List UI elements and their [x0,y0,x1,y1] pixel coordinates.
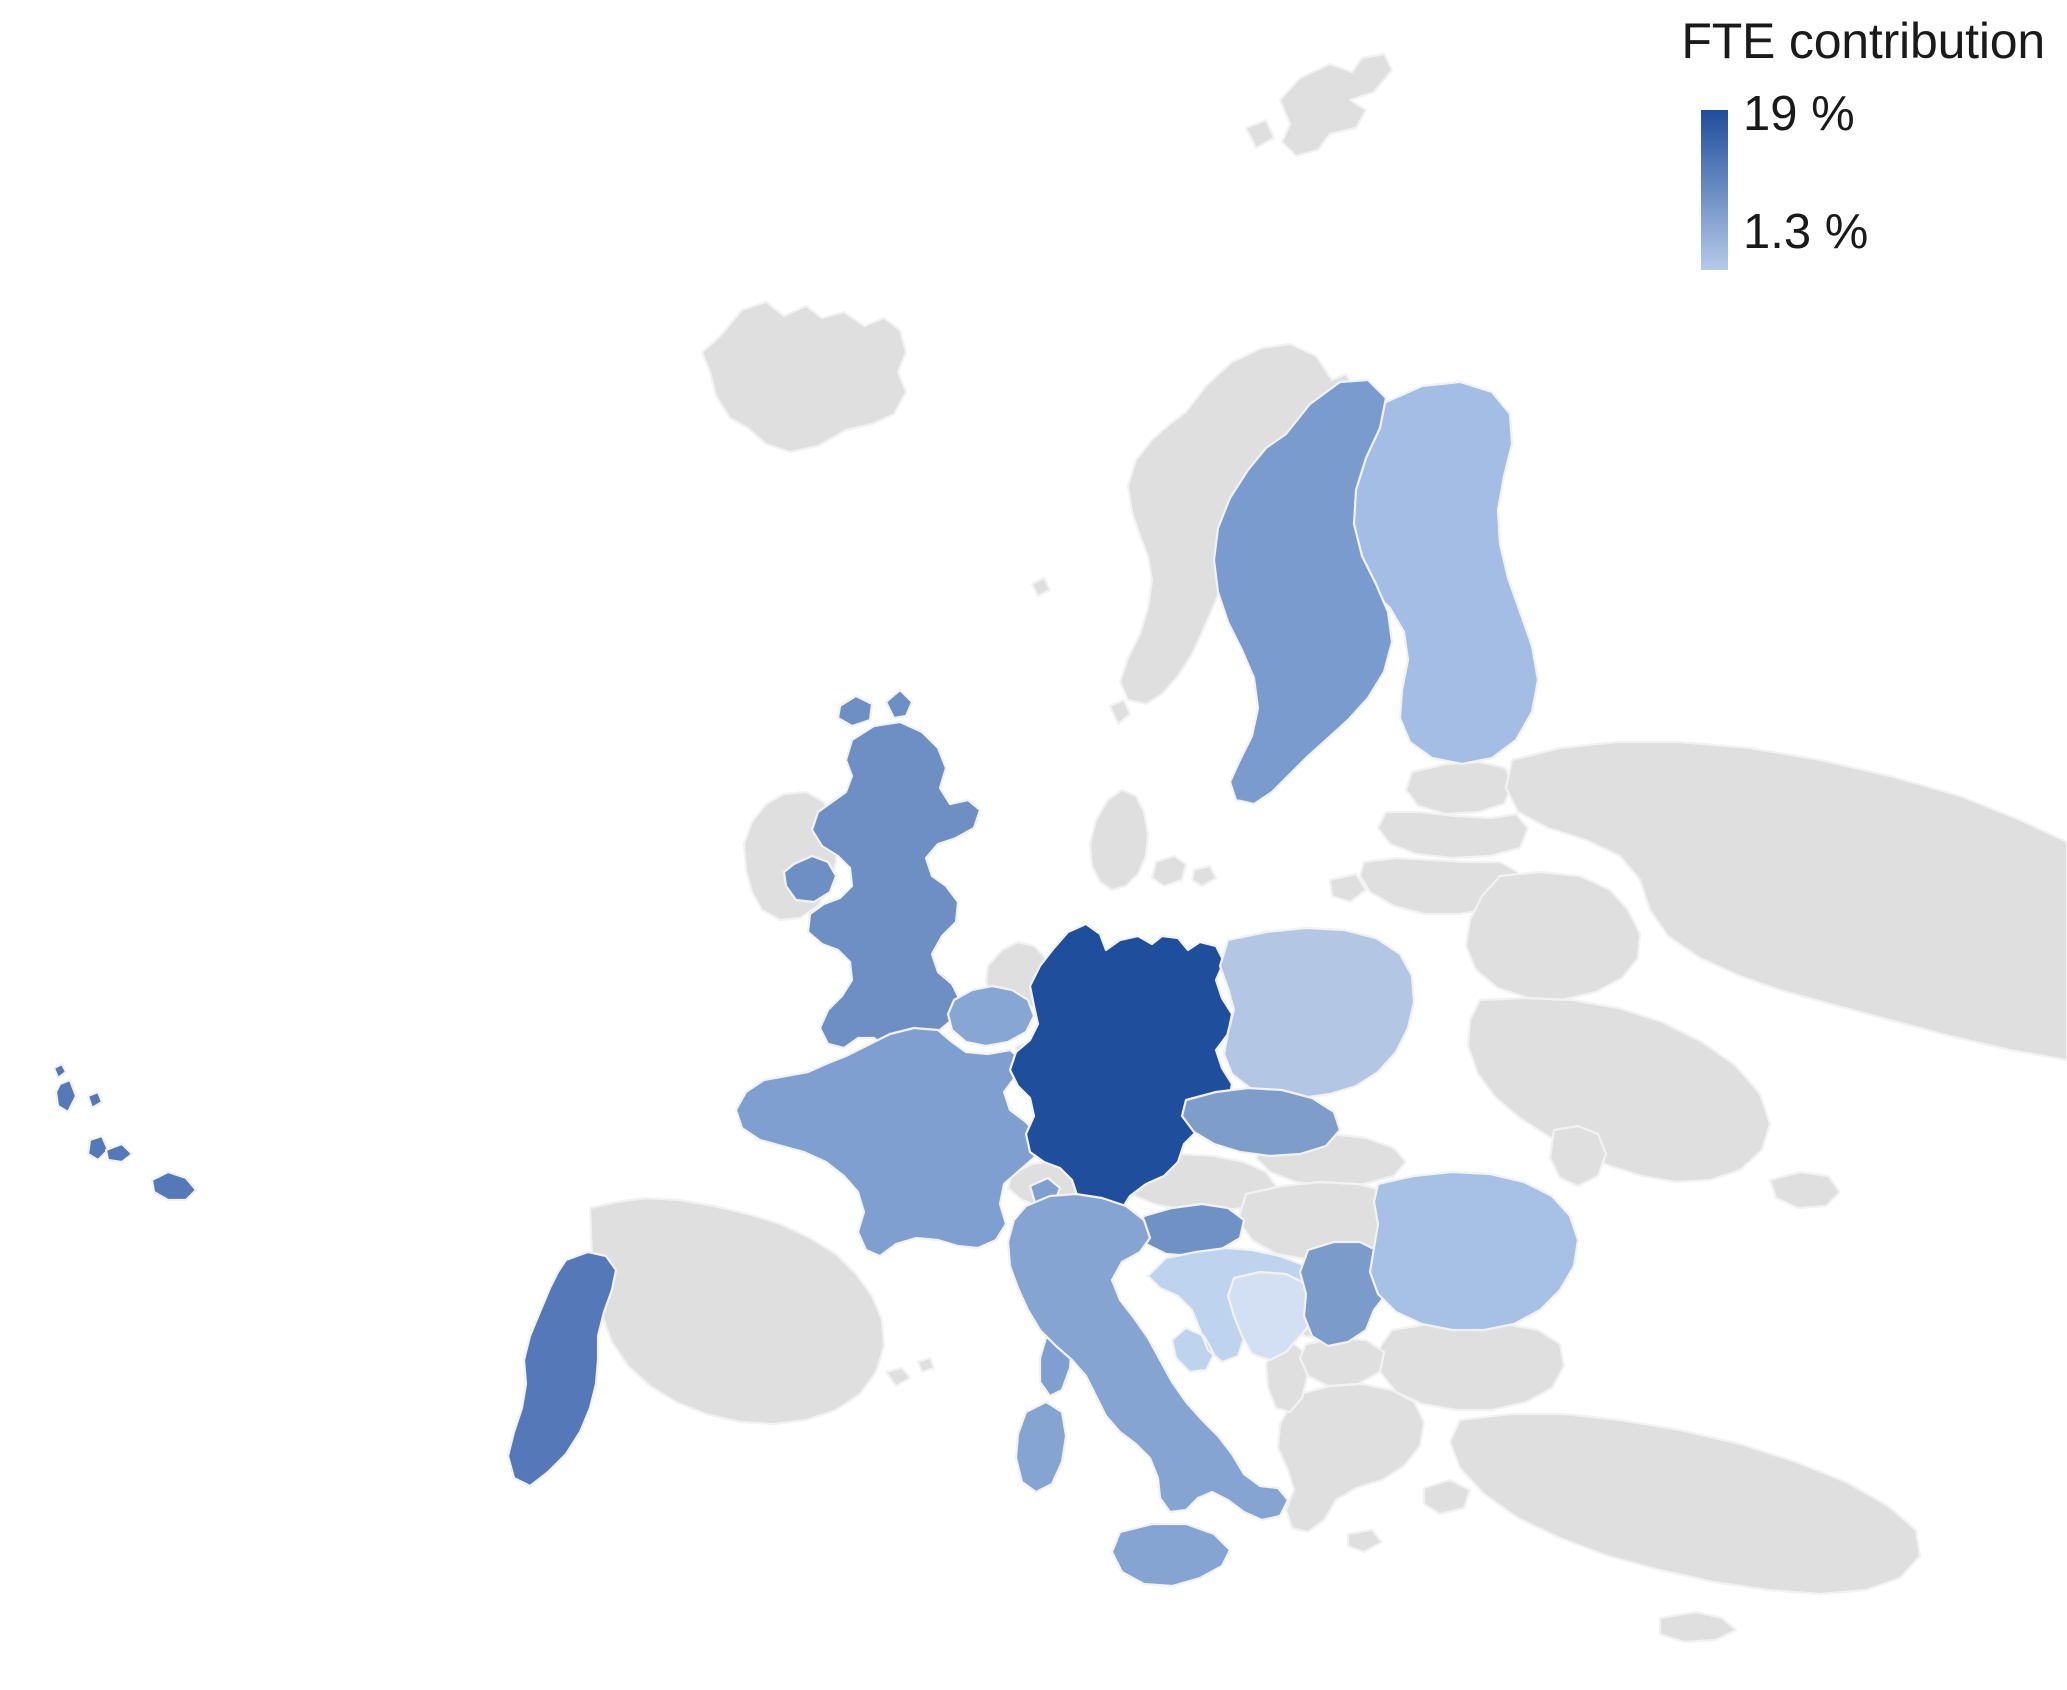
country-spain [588,1196,886,1426]
country-bosnia [1226,1270,1320,1362]
country-north-macedonia [1298,1336,1386,1388]
country-estonia [1404,760,1514,816]
country-france [734,1026,1062,1258]
country-portugal [506,1250,618,1488]
country-sweden [1212,378,1394,806]
country-iceland [700,300,908,454]
country-turkey [1448,1412,1922,1596]
country-greece [1276,1382,1472,1554]
country-moldova [1548,1124,1608,1188]
country-ukraine [1466,996,1842,1210]
legend-title: FTE contribution [1681,13,2045,69]
country-uk [782,688,982,1082]
country-albania [1264,1340,1310,1414]
data-countries [52,378,1580,1588]
island-balearic [884,1356,936,1388]
legend-min-label: 1.3 % [1743,205,1869,259]
island-madeira [104,1142,198,1202]
island-sardinia [1014,1400,1068,1494]
island-azores [52,1062,110,1162]
country-svalbard [1244,52,1394,158]
island-cyprus [1658,1610,1738,1644]
legend-colorbar [1701,110,1728,270]
country-belgium [946,984,1036,1048]
country-czechia [1180,1086,1342,1158]
island-sicily [1110,1522,1232,1588]
no-data-countries [588,52,2067,1644]
legend-max-label: 19 % [1743,87,1855,141]
country-belarus [1464,870,1642,1002]
island-faroe [1030,576,1052,598]
country-serbia [1298,1240,1394,1348]
country-romania [1368,1170,1580,1332]
country-latvia [1376,810,1530,860]
legend: FTE contribution 19 % 1.3 % [1623,8,2053,288]
country-denmark [1088,788,1218,892]
country-italy [1006,1192,1290,1522]
country-poland [1218,926,1416,1100]
country-russia [1328,740,2067,1062]
